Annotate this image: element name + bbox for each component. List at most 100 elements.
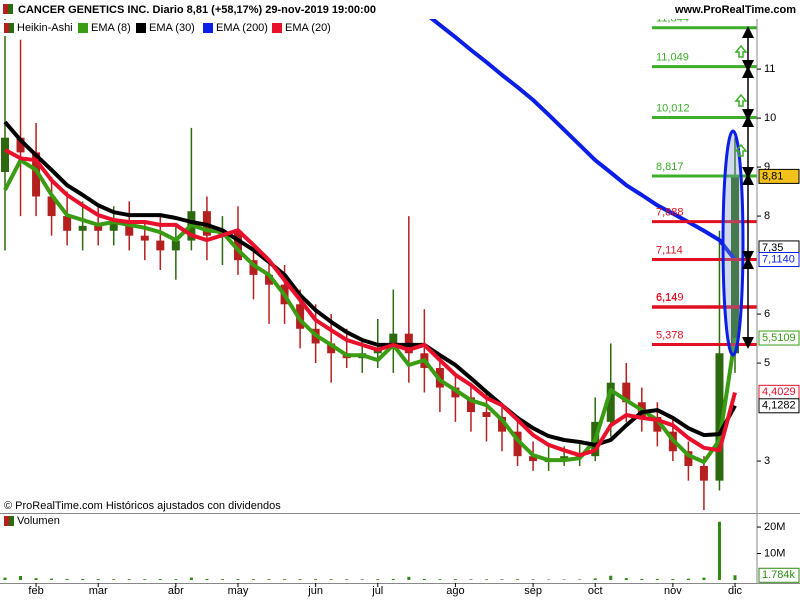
legend-swatch [9,516,14,526]
candle-body [78,225,87,231]
legend-swatch [4,516,9,526]
legend-label: EMA (20) [285,22,331,34]
level-label: 5,378 [656,329,684,341]
legend-swatch [203,23,213,33]
candle-body [109,220,118,231]
candle-body [327,343,336,354]
volume-bar [593,578,597,580]
level-label: 11,049 [656,52,689,64]
candle-body [16,137,25,153]
candle-body [731,176,739,354]
volume-bar [422,578,426,580]
candle-body [715,353,724,481]
annotations [721,26,754,357]
volume-bar [267,579,271,580]
candle-body [63,216,72,231]
price-label-box [758,330,800,346]
legend-swatch [272,23,282,33]
volume-plot [3,521,737,580]
candle-body [156,240,165,251]
y-tick-label: 10 [764,112,776,124]
volume-bar [609,575,613,580]
volume-bar [516,579,520,580]
candle-body [32,152,41,197]
volume-bar [640,578,644,580]
candle-body [140,235,149,241]
volume-bar [345,579,349,580]
volume-label-box [758,567,800,583]
axis-panel [757,0,800,600]
price-label-box [758,398,800,414]
y-tick-label: 20M [764,521,785,533]
volume-bar [717,521,721,580]
legend-label: Heikin-Ashi [17,22,73,34]
y-tick-label: 9 [764,161,770,173]
volume-bar [453,579,457,580]
x-tick-label: ago [446,585,464,597]
volume-bar [127,579,131,580]
volume-bar [19,576,23,580]
legend-swatch [78,23,88,33]
x-tick-label: jun [307,585,323,597]
y-tick-label: 6 [764,308,770,320]
volume-bar [531,579,535,580]
volume-bar [158,579,162,580]
candle-body [451,387,460,398]
legend-label: EMA (200) [216,22,268,34]
x-tick-label: dic [728,585,743,597]
legend-swatch [136,23,146,33]
ema-line [3,158,737,464]
volume-bar [50,578,54,580]
candle-body [699,465,708,481]
x-tick-label: oct [588,585,603,597]
candle-body [249,260,258,275]
level-label: 10,012 [656,102,690,114]
volume-bar [205,578,209,580]
chart-title: CANCER GENETICS INC. Diario 8,81 (+58,17… [18,4,376,16]
candle-body [653,416,662,432]
volume-bar [624,578,628,580]
candle-body [513,431,522,457]
level-label: 7,114 [656,244,683,256]
x-tick-label: mar [89,585,108,597]
header-bar [0,0,800,19]
y-tick-label: 8 [764,210,770,222]
volume-bar [360,579,364,580]
volume-bar [189,577,193,580]
candle-body [1,137,9,172]
volume-bar [81,578,85,580]
x-tick-label: sep [524,585,542,597]
up-arrow-icon [734,143,748,157]
volume-bar [65,578,69,580]
volume-bar [236,579,240,580]
y-tick-label: 11 [764,63,775,75]
price-label: 4,4029 [762,386,796,398]
volume-bar [686,578,690,580]
x-tick-label: nov [664,585,682,597]
candle-body [482,412,491,417]
ema-line [4,148,737,458]
volume-title: Volumen [17,515,60,527]
volume-bar [143,579,147,580]
up-arrow-icon [734,44,748,58]
volume-bar [547,579,551,580]
level-label: 8,817 [656,161,684,173]
volume-bar [407,576,411,580]
volume-bar [96,579,100,580]
footnote: © ProRealTime.com Históricos ajustados c… [4,500,281,512]
volume-label: 1.784k [762,569,796,581]
ema-line [429,19,737,261]
candle-body [389,333,398,349]
volume-bar [298,579,302,580]
candle-body [498,416,507,432]
price-label: 7,1140 [762,253,795,265]
up-arrow-icon [734,93,748,107]
y-tick-label: 3 [764,455,770,467]
x-tick-label: jul [371,585,383,597]
candle-body [622,382,631,403]
candle-body [606,382,615,422]
volume-bar [562,579,566,580]
legend-swatch [4,23,9,33]
level-label: 11,844 [656,13,689,25]
